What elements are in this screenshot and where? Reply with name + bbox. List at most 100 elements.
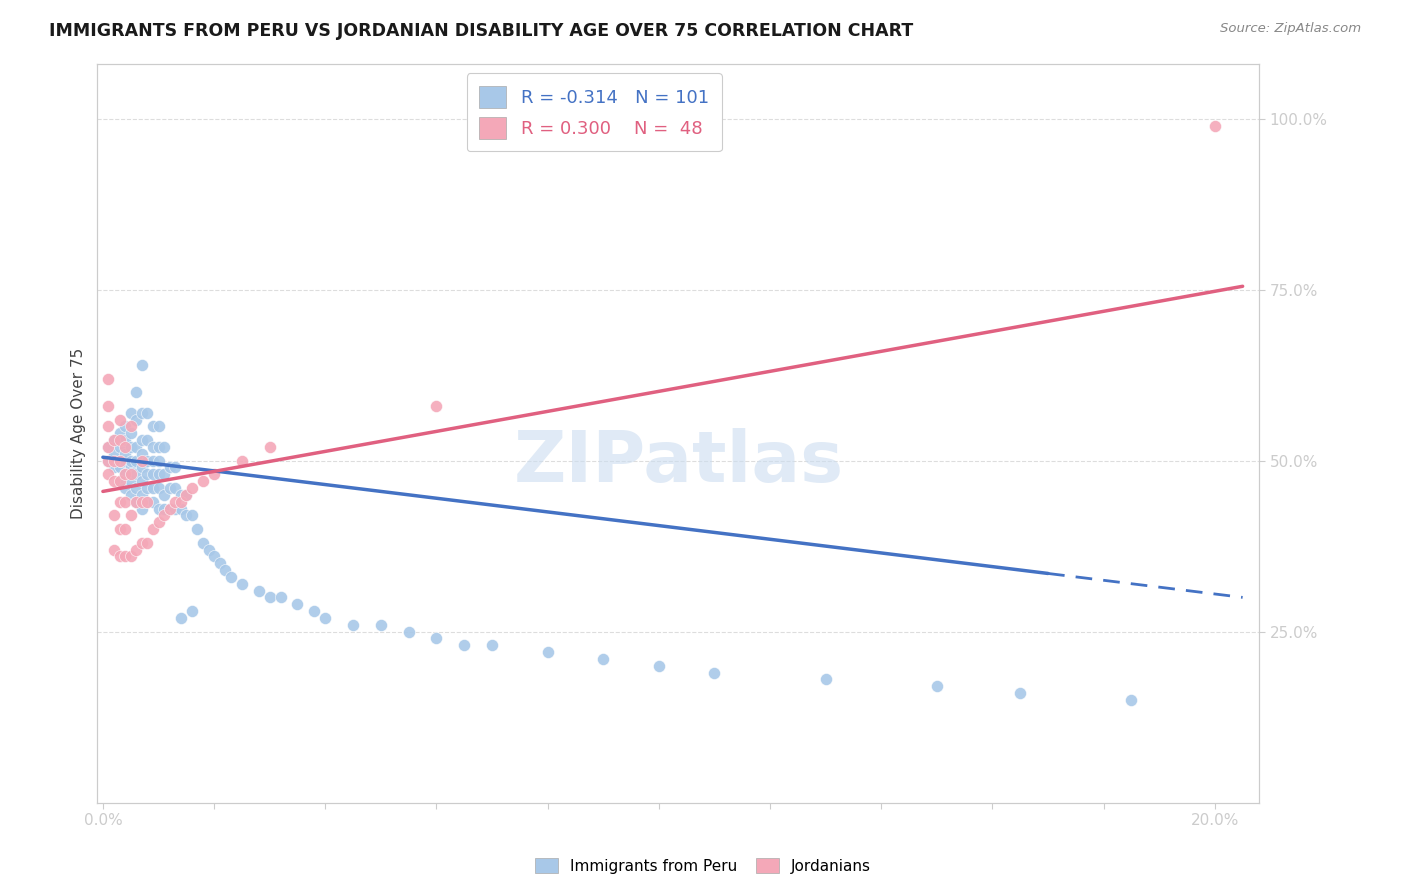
Point <box>131 501 153 516</box>
Point <box>425 632 447 646</box>
Point <box>231 576 253 591</box>
Point <box>131 460 153 475</box>
Point <box>398 624 420 639</box>
Point <box>136 467 159 482</box>
Point <box>176 508 198 523</box>
Point <box>114 433 136 447</box>
Text: IMMIGRANTS FROM PERU VS JORDANIAN DISABILITY AGE OVER 75 CORRELATION CHART: IMMIGRANTS FROM PERU VS JORDANIAN DISABI… <box>49 22 914 40</box>
Point <box>197 542 219 557</box>
Point <box>170 488 193 502</box>
Point <box>108 412 131 426</box>
Point <box>114 467 136 482</box>
Point <box>103 453 125 467</box>
Point <box>231 453 253 467</box>
Point <box>108 494 131 508</box>
Point <box>114 467 136 482</box>
Point <box>159 501 181 516</box>
Point <box>165 460 187 475</box>
Point <box>148 501 170 516</box>
Point <box>103 474 125 488</box>
Point <box>125 494 148 508</box>
Point <box>148 467 170 482</box>
Point <box>170 501 193 516</box>
Point <box>142 419 165 434</box>
Point <box>108 460 131 475</box>
Point <box>103 508 125 523</box>
Point <box>97 440 120 454</box>
Point <box>180 508 202 523</box>
Point <box>180 481 202 495</box>
Point <box>120 460 142 475</box>
Point <box>148 419 170 434</box>
Point <box>131 535 153 549</box>
Point <box>425 399 447 413</box>
Point <box>148 440 170 454</box>
Point <box>153 508 176 523</box>
Point <box>131 433 153 447</box>
Point <box>120 488 142 502</box>
Point <box>120 467 142 482</box>
Point <box>114 419 136 434</box>
Point <box>191 474 214 488</box>
Point <box>131 406 153 420</box>
Point <box>120 474 142 488</box>
Point <box>186 522 208 536</box>
Point <box>142 522 165 536</box>
Point <box>103 460 125 475</box>
Point <box>270 591 292 605</box>
Point <box>114 481 136 495</box>
Point <box>180 604 202 618</box>
Point <box>136 535 159 549</box>
Point <box>125 385 148 400</box>
Point <box>302 604 325 618</box>
Point <box>191 535 214 549</box>
Point <box>108 453 131 467</box>
Point <box>219 570 242 584</box>
Point <box>103 433 125 447</box>
Point <box>136 494 159 508</box>
Point <box>120 549 142 564</box>
Point <box>125 440 148 454</box>
Point <box>159 460 181 475</box>
Point <box>142 440 165 454</box>
Point <box>1010 686 1032 700</box>
Point <box>120 440 142 454</box>
Text: ZIPatlas: ZIPatlas <box>513 428 844 498</box>
Point <box>142 481 165 495</box>
Point <box>114 494 136 508</box>
Point <box>108 522 131 536</box>
Point <box>142 494 165 508</box>
Point <box>453 638 475 652</box>
Point <box>120 406 142 420</box>
Point <box>1204 119 1226 133</box>
Point <box>125 542 148 557</box>
Point <box>153 467 176 482</box>
Point <box>259 440 281 454</box>
Point <box>108 549 131 564</box>
Point <box>114 440 136 454</box>
Point <box>136 453 159 467</box>
Y-axis label: Disability Age Over 75: Disability Age Over 75 <box>72 348 86 519</box>
Point <box>125 481 148 495</box>
Point <box>114 549 136 564</box>
Point <box>136 406 159 420</box>
Point <box>153 488 176 502</box>
Point <box>103 433 125 447</box>
Point <box>125 494 148 508</box>
Point <box>120 453 142 467</box>
Point <box>108 474 131 488</box>
Point <box>648 658 671 673</box>
Point <box>537 645 560 659</box>
Point <box>214 563 236 577</box>
Point <box>202 549 225 564</box>
Point <box>97 453 120 467</box>
Text: Source: ZipAtlas.com: Source: ZipAtlas.com <box>1220 22 1361 36</box>
Point <box>125 453 148 467</box>
Point <box>120 508 142 523</box>
Point <box>165 481 187 495</box>
Point <box>114 447 136 461</box>
Point <box>153 440 176 454</box>
Point <box>136 433 159 447</box>
Point <box>125 412 148 426</box>
Point <box>97 419 120 434</box>
